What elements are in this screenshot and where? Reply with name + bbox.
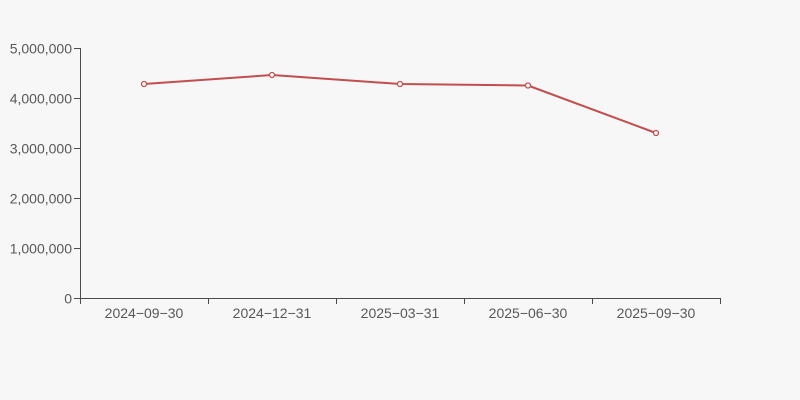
data-point-marker[interactable] [524, 82, 532, 89]
data-point-marker[interactable] [652, 129, 660, 137]
x-axis-tick-label: 2024−09−30 [105, 305, 184, 321]
x-axis-tick-label: 2025−03−31 [361, 305, 440, 321]
y-axis-tick-label: 5,000,000 [10, 41, 72, 57]
y-axis-tick-label: 1,000,000 [10, 241, 72, 257]
data-point-marker[interactable] [396, 80, 404, 88]
x-axis-tick-label: 2025−06−30 [489, 305, 568, 321]
y-axis-tick-label: 2,000,000 [10, 191, 72, 207]
y-axis-tick-label: 0 [64, 291, 72, 307]
data-point-marker[interactable] [268, 71, 276, 79]
y-axis-tick-label: 3,000,000 [10, 141, 72, 157]
x-axis-tick-label: 2025−09−30 [617, 305, 696, 321]
y-axis-tick-label: 4,000,000 [10, 91, 72, 107]
data-point-marker[interactable] [140, 80, 148, 88]
x-axis-tick-label: 2024−12−31 [233, 305, 312, 321]
